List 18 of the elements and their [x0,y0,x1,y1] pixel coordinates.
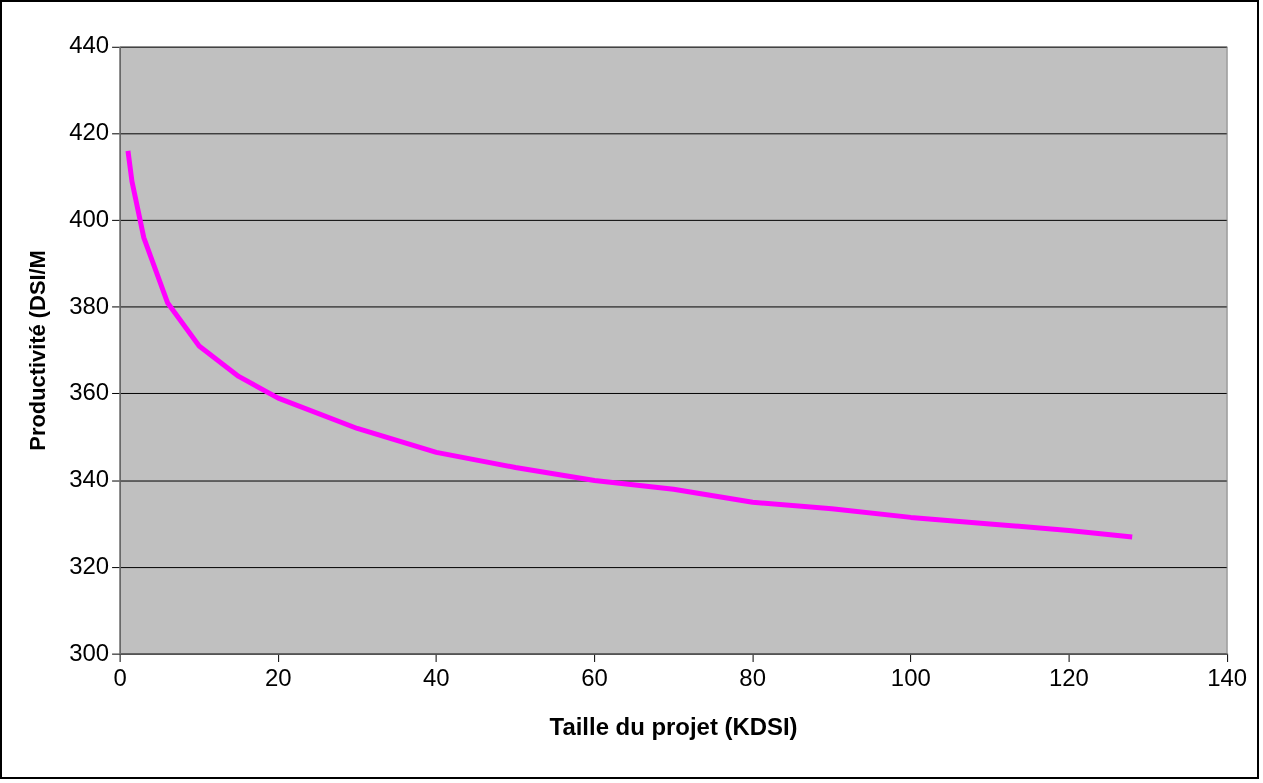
y-tick-label: 380 [69,291,110,319]
y-tick-label: 300 [69,638,110,666]
x-tick-label: 40 [423,663,450,691]
x-tick-label: 140 [1207,663,1248,691]
y-tick-label: 420 [69,118,110,146]
x-tick-label: 20 [264,663,292,691]
x-tick-label: 60 [581,663,608,691]
y-tick-label: 320 [69,551,110,579]
y-tick-label: 340 [69,465,110,493]
y-tick-label: 360 [69,378,110,406]
x-tick-label: 80 [739,663,766,691]
x-axis-title: Taille du projet (KDSI) [549,713,798,741]
x-tick-label: 120 [1048,663,1089,691]
y-tick-label: 400 [69,204,110,232]
x-tick-label: 100 [890,663,931,691]
y-tick-label: 440 [69,31,110,59]
x-tick-label: 0 [113,663,127,691]
y-axis-title: Productivité (DSI/M [25,250,51,451]
